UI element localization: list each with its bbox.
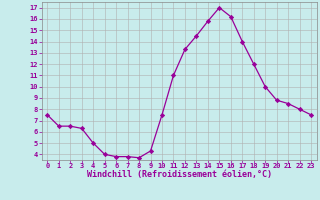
X-axis label: Windchill (Refroidissement éolien,°C): Windchill (Refroidissement éolien,°C): [87, 170, 272, 179]
